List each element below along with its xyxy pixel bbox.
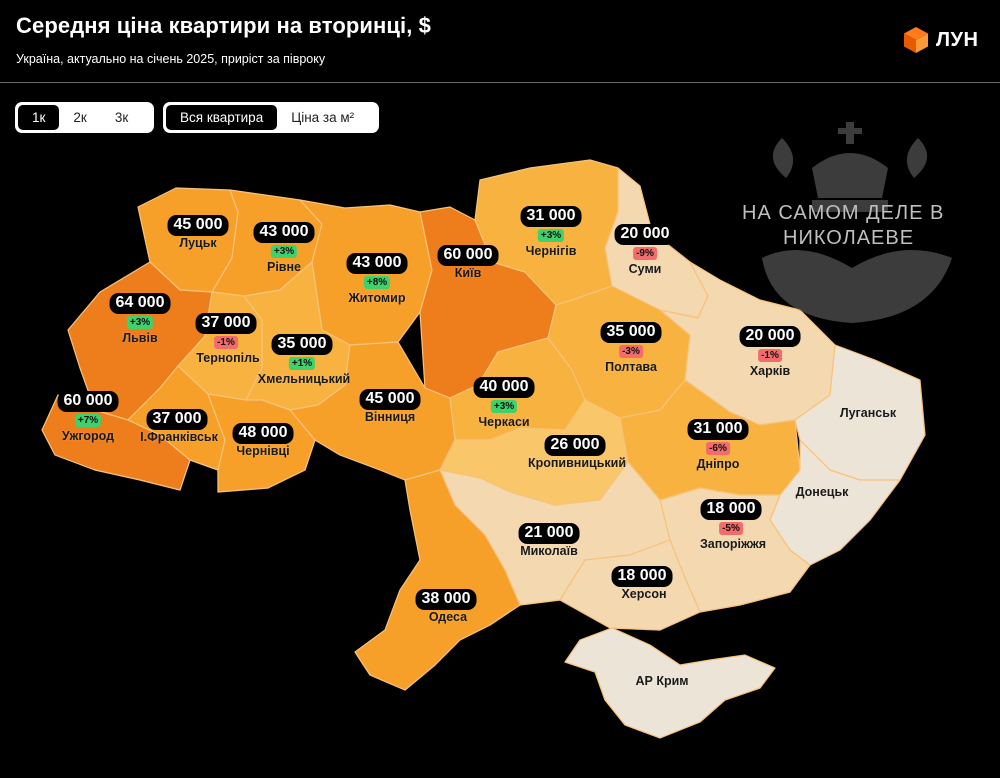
price-badge-sumy: 20 000	[614, 224, 676, 245]
crest-icon	[762, 122, 952, 323]
change-badge-dnipro: -6%	[706, 442, 730, 455]
logo-text: ЛУН	[936, 28, 979, 51]
header: Середня ціна квартири на вторинці, $ Укр…	[0, 0, 1000, 83]
region-label-vinnytsia: Вінниця	[364, 410, 416, 424]
region-label-chernivtsi: Чернівці	[236, 444, 290, 458]
tab-1k[interactable]: 1к	[18, 105, 60, 130]
price-badge-vinnytsia: 45 000	[359, 389, 421, 410]
change-badge-poltava: -3%	[619, 345, 643, 358]
price-badge-khmelnytskyi: 35 000	[271, 334, 333, 355]
tab-2k[interactable]: 2к	[73, 110, 87, 125]
region-label-ivano-frankivsk: І.Франківськ	[140, 430, 218, 444]
price-badge-kropyvnytskyi: 26 000	[544, 435, 606, 456]
tab-whole-apartment[interactable]: Вся квартира	[166, 105, 278, 130]
region-label-sumy: Суми	[628, 262, 662, 276]
price-mode-selector: Вся квартира Ціна за м²	[163, 102, 379, 133]
change-badge-zhytomyr: +8%	[363, 276, 391, 289]
region-label-kharkiv: Харків	[749, 364, 791, 378]
region-label-crimea: АР Крим	[635, 674, 689, 688]
rooms-selector: 1к 2к 3к	[15, 102, 154, 133]
price-badge-lutsk: 45 000	[167, 215, 229, 236]
price-badge-zaporizhzhia: 18 000	[700, 499, 762, 520]
price-badge-chernivtsi: 48 000	[232, 423, 294, 444]
region-label-mykolaiv: Миколаїв	[520, 544, 578, 558]
tab-3k[interactable]: 3к	[114, 110, 129, 125]
price-badge-chernihiv: 31 000	[520, 206, 582, 227]
region-label-kyiv: Київ	[454, 266, 482, 280]
change-badge-rivne: +3%	[270, 245, 298, 258]
change-badge-uzhhorod: +7%	[74, 414, 102, 427]
region-label-uzhhorod: Ужгород	[61, 429, 115, 443]
page-title: Середня ціна квартири на вторинці, $	[16, 13, 432, 38]
change-badge-ternopil: -1%	[214, 336, 238, 349]
region-odesa[interactable]	[354, 469, 521, 691]
price-badge-mykolaiv: 21 000	[518, 523, 580, 544]
region-label-odesa: Одеса	[428, 610, 468, 624]
change-badge-cherkasy: +3%	[490, 400, 518, 413]
region-crimea[interactable]	[564, 627, 776, 739]
price-badge-ivano-frankivsk: 37 000	[146, 409, 208, 430]
region-label-ternopil: Тернопіль	[196, 351, 260, 365]
region-vinnytsia[interactable]	[289, 341, 456, 481]
watermark-line-2: НИКОЛАЕВЕ	[783, 227, 915, 249]
region-label-lutsk: Луцьк	[179, 236, 217, 250]
region-label-luhansk: Луганськ	[839, 406, 897, 420]
watermark	[742, 118, 972, 348]
region-label-dnipro: Дніпро	[696, 457, 740, 471]
region-label-khmelnytskyi: Хмельницький	[257, 372, 351, 386]
region-label-zhytomyr: Житомир	[348, 291, 406, 305]
price-badge-kyiv: 60 000	[437, 245, 499, 266]
region-label-rivne: Рівне	[267, 260, 301, 274]
region-label-cherkasy: Черкаси	[478, 415, 530, 429]
price-badge-dnipro: 31 000	[687, 419, 749, 440]
price-badge-lviv: 64 000	[109, 293, 171, 314]
price-badge-odesa: 38 000	[415, 589, 477, 610]
cube-icon	[904, 27, 928, 53]
price-badge-zhytomyr: 43 000	[346, 253, 408, 274]
change-badge-zaporizhzhia: -5%	[719, 522, 743, 535]
region-label-chernihiv: Чернігів	[525, 244, 577, 258]
price-badge-kherson: 18 000	[611, 566, 673, 587]
change-badge-khmelnytskyi: +1%	[288, 357, 316, 370]
region-label-poltava: Полтава	[605, 360, 657, 374]
tab-price-per-m2[interactable]: Ціна за м²	[291, 110, 355, 125]
price-badge-cherkasy: 40 000	[473, 377, 535, 398]
lun-logo[interactable]: ЛУН	[902, 26, 978, 54]
change-badge-kharkiv: -1%	[758, 349, 782, 362]
change-badge-lviv: +3%	[126, 316, 154, 329]
region-label-zaporizhzhia: Запоріжжя	[699, 537, 767, 551]
price-badge-rivne: 43 000	[253, 222, 315, 243]
region-label-donetsk: Донецьк	[795, 485, 849, 499]
price-badge-uzhhorod: 60 000	[57, 391, 119, 412]
region-label-kropyvnytskyi: Кропивницький	[527, 456, 627, 470]
region-label-lviv: Львів	[122, 331, 158, 345]
region-label-kherson: Херсон	[621, 587, 667, 601]
price-badge-kharkiv: 20 000	[739, 326, 801, 347]
change-badge-sumy: -9%	[633, 247, 657, 260]
watermark-line-1: НА САМОМ ДЕЛЕ В	[742, 202, 945, 224]
price-badge-ternopil: 37 000	[195, 313, 257, 334]
price-badge-poltava: 35 000	[600, 322, 662, 343]
page-subtitle: Україна, актуально на січень 2025, прирі…	[16, 52, 326, 66]
change-badge-chernihiv: +3%	[537, 229, 565, 242]
